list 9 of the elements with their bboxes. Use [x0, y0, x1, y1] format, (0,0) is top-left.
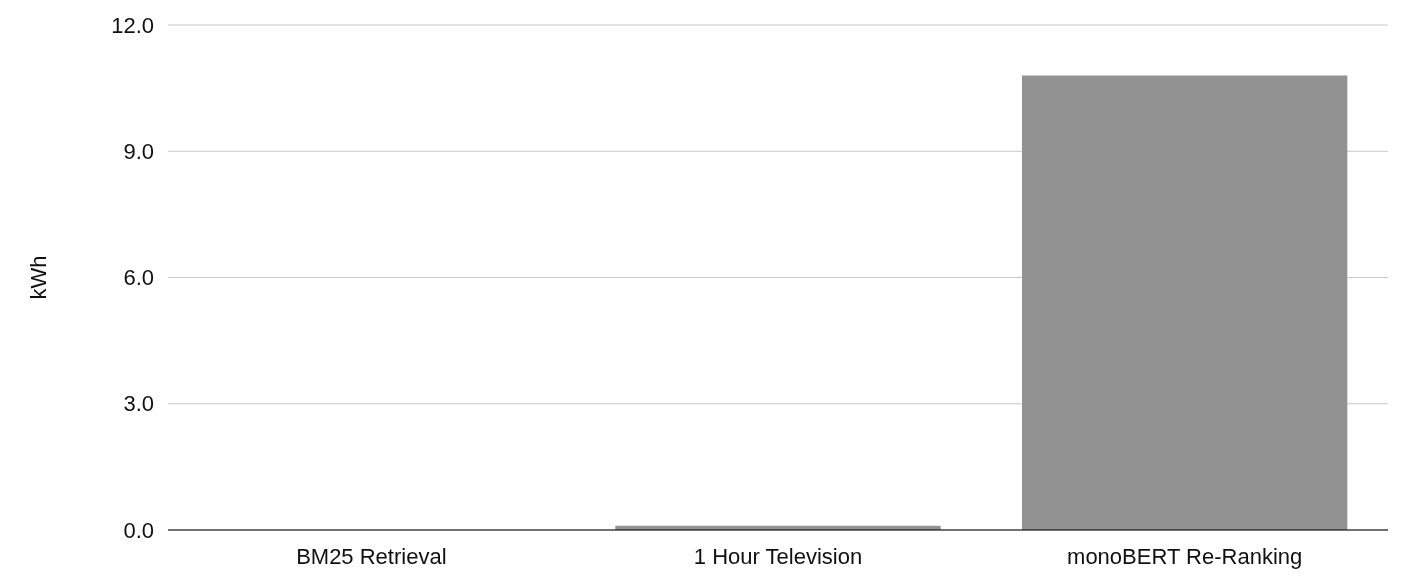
y-tick-label: 6.0: [123, 265, 154, 291]
y-tick-label: 9.0: [123, 138, 154, 164]
y-tick-label: 12.0: [111, 12, 154, 38]
y-tick-label: 3.0: [123, 391, 154, 417]
x-tick-label: monoBERT Re-Ranking: [1067, 544, 1303, 569]
y-axis-title: kWh: [26, 255, 51, 300]
x-tick-label: 1 Hour Television: [693, 544, 863, 569]
x-tick-label: BM25 Retrieval: [296, 544, 447, 569]
y-tick-label: 0.0: [123, 517, 154, 543]
